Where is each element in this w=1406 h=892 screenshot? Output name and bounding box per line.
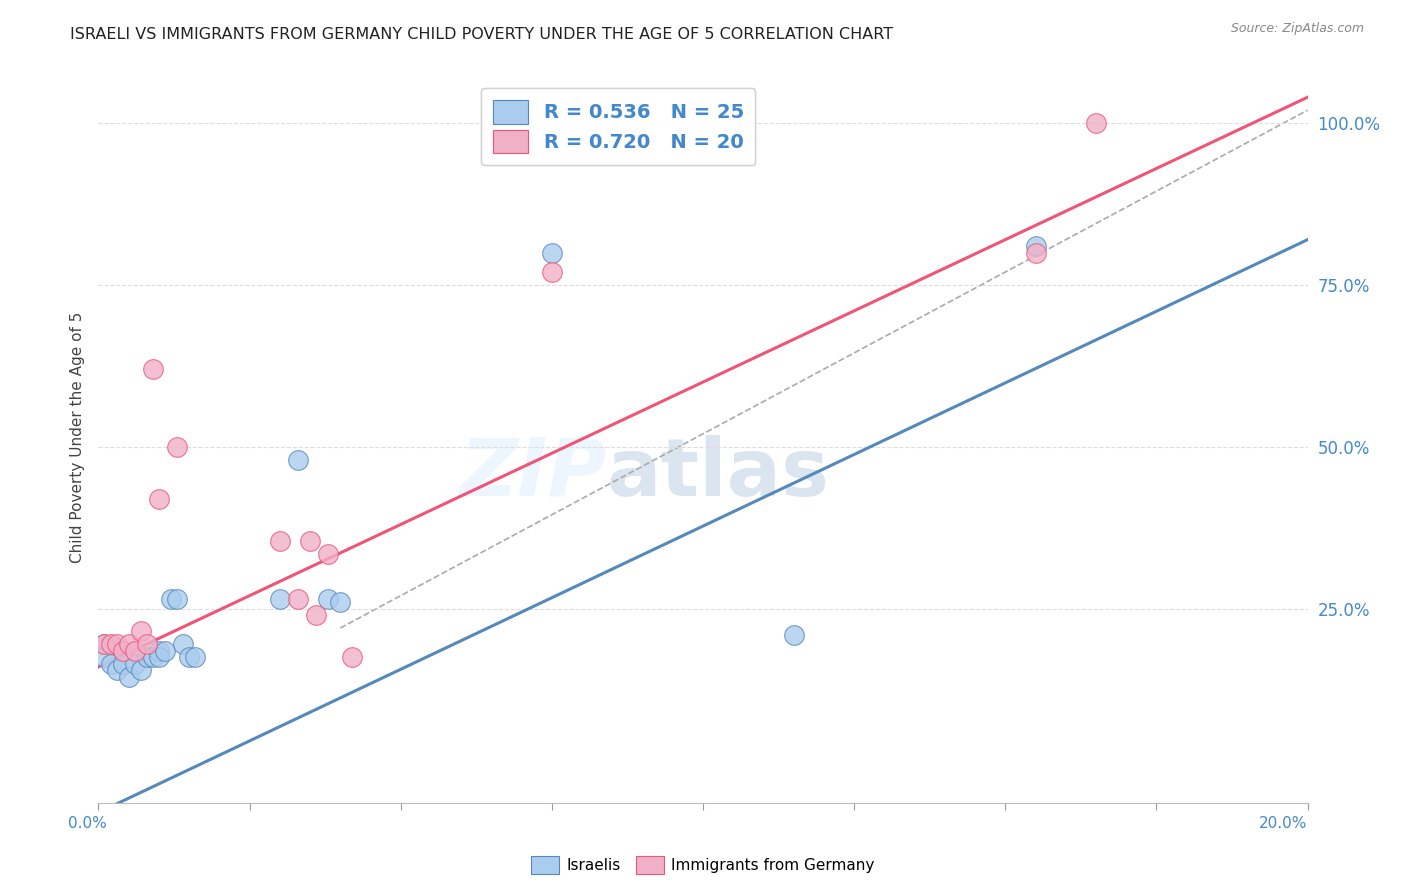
Point [148,491,170,506]
Text: ZIP: ZIP [458,434,606,513]
Legend: R = 0.536   N = 25, R = 0.720   N = 20: R = 0.536 N = 25, R = 0.720 N = 20 [481,88,755,165]
Point [142,362,165,376]
Point [129,624,152,639]
Point [118,669,141,683]
Point [129,663,152,677]
Point [1024,245,1046,260]
Point [287,452,309,467]
Point [111,643,134,657]
Point [93,650,115,665]
Point [299,533,322,548]
Point [111,657,134,671]
Point [135,650,157,665]
Text: 0.0%: 0.0% [69,816,107,830]
Point [316,591,339,606]
Point [342,650,364,665]
Point [184,650,207,665]
Point [179,650,201,665]
Point [93,637,115,651]
Point [172,637,194,651]
Point [148,650,170,665]
Point [540,265,562,279]
Y-axis label: Child Poverty Under the Age of 5: Child Poverty Under the Age of 5 [69,311,84,563]
Point [540,245,562,260]
Point [142,650,165,665]
Point [1085,116,1108,130]
Point [93,637,115,651]
Point [166,591,188,606]
Point [269,533,291,548]
Point [105,637,128,651]
Point [316,547,339,561]
Point [135,637,157,651]
Point [148,643,170,657]
Point [287,591,309,606]
Point [105,663,128,677]
Point [160,591,183,606]
Text: 20.0%: 20.0% [1260,816,1308,830]
Point [783,627,806,641]
Point [100,637,122,651]
Point [118,637,141,651]
Point [100,657,122,671]
Point [305,608,328,623]
Point [329,595,352,609]
Point [1024,239,1046,253]
Text: ISRAELI VS IMMIGRANTS FROM GERMANY CHILD POVERTY UNDER THE AGE OF 5 CORRELATION : ISRAELI VS IMMIGRANTS FROM GERMANY CHILD… [70,27,893,42]
Point [153,643,176,657]
Text: Source: ZipAtlas.com: Source: ZipAtlas.com [1230,22,1364,36]
Point [166,440,188,454]
Point [124,643,146,657]
Point [269,591,291,606]
Point [124,657,146,671]
Text: atlas: atlas [606,434,830,513]
Legend: Israelis, Immigrants from Germany: Israelis, Immigrants from Germany [526,850,880,880]
